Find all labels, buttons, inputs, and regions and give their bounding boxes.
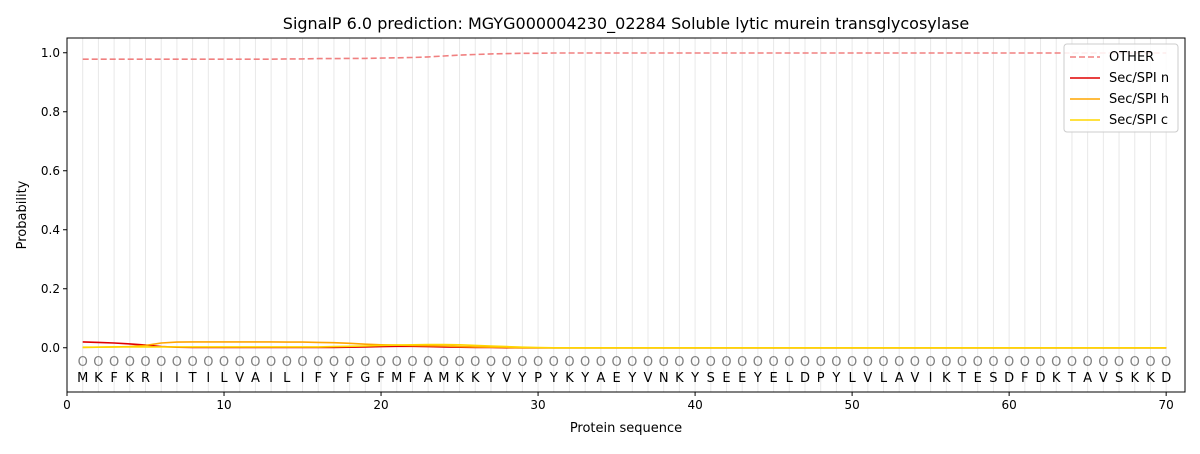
residue-state-label: O: [768, 355, 778, 370]
legend-label: Sec/SPI h: [1109, 92, 1169, 107]
residue-state-label: O: [392, 355, 402, 370]
x-tick-label: 0: [63, 398, 71, 412]
residue-state-label: O: [988, 355, 998, 370]
residue-state-label: O: [1020, 355, 1030, 370]
residue-state-label: O: [439, 355, 449, 370]
residue-state-label: O: [140, 355, 150, 370]
residue-state-label: O: [297, 355, 307, 370]
residue-state-label: O: [156, 355, 166, 370]
residue-state-label: O: [690, 355, 700, 370]
residue-state-label: O: [109, 355, 119, 370]
residue-state-label: O: [219, 355, 229, 370]
residue-state-label: O: [721, 355, 731, 370]
residue-state-label: O: [407, 355, 417, 370]
residue-state-label: O: [659, 355, 669, 370]
y-tick-label: 0.0: [41, 341, 60, 355]
residue-state-label: O: [643, 355, 653, 370]
residue-state-label: O: [502, 355, 512, 370]
residue-state-label: O: [1098, 355, 1108, 370]
residue-state-label: O: [706, 355, 716, 370]
x-tick-label: 20: [373, 398, 388, 412]
residue-state-label: O: [93, 355, 103, 370]
residue-state-label: O: [1067, 355, 1077, 370]
residue-state-label: O: [423, 355, 433, 370]
residue-state-label: O: [894, 355, 904, 370]
y-axis-label: Probability: [15, 180, 30, 249]
residue-state-label: O: [863, 355, 873, 370]
residue-state-label: O: [78, 355, 88, 370]
residue-state-label: O: [250, 355, 260, 370]
residue-state-label: O: [878, 355, 888, 370]
residue-state-label: O: [125, 355, 135, 370]
residue-sequence: MKFKRIITILVAILIFYFGFMFAMKKYVYPYKYAEYVNKY…: [77, 371, 1171, 386]
residue-state-label: O: [784, 355, 794, 370]
residue-state-label: O: [486, 355, 496, 370]
y-tick-label: 0.2: [41, 282, 60, 296]
legend-label: Sec/SPI n: [1109, 71, 1169, 86]
residue-state-label: O: [564, 355, 574, 370]
residue-state-label: O: [1004, 355, 1014, 370]
legend-label: Sec/SPI c: [1109, 113, 1168, 128]
x-tick-label: 10: [216, 398, 231, 412]
residue-state-label: O: [580, 355, 590, 370]
legend-box: [1063, 43, 1179, 133]
y-tick-label: 0.6: [41, 164, 60, 178]
y-tick-label: 1.0: [41, 46, 60, 60]
chart-title: SignalP 6.0 prediction: MGYG000004230_02…: [283, 14, 969, 34]
residue-state-label: O: [674, 355, 684, 370]
residue-state-label: O: [1051, 355, 1061, 370]
x-tick-label: 40: [687, 398, 702, 412]
residue-state-label: O: [910, 355, 920, 370]
residue-state-label: O: [329, 355, 339, 370]
residue-state-label: O: [549, 355, 559, 370]
residue-state-label: O: [1130, 355, 1140, 370]
residue-state-label: O: [737, 355, 747, 370]
residue-state-label: O: [816, 355, 826, 370]
plot-frame: [66, 37, 1186, 393]
residue-state-label: O: [957, 355, 967, 370]
residue-state-label: O: [313, 355, 323, 370]
residue-state-label: O: [517, 355, 527, 370]
residue-state-label: O: [454, 355, 464, 370]
residue-state-label: O: [1035, 355, 1045, 370]
residue-state-label: O: [627, 355, 637, 370]
residue-state-label: O: [282, 355, 292, 370]
residue-state-label: O: [533, 355, 543, 370]
residue-state-label: O: [1114, 355, 1124, 370]
residue-state-label: O: [1145, 355, 1155, 370]
residue-state-label: O: [235, 355, 245, 370]
x-tick-label: 30: [530, 398, 545, 412]
x-tick-label: 70: [1159, 398, 1174, 412]
residue-state-label: O: [172, 355, 182, 370]
residue-state-label: O: [470, 355, 480, 370]
residue-state-label: O: [831, 355, 841, 370]
y-tick-label: 0.4: [41, 223, 60, 237]
x-tick-label: 60: [1001, 398, 1016, 412]
residue-state-label: O: [926, 355, 936, 370]
residue-state-label: O: [188, 355, 198, 370]
residue-state-label: O: [345, 355, 355, 370]
y-tick-label: 0.8: [41, 105, 60, 119]
residue-state-label: O: [941, 355, 951, 370]
series-line-sec-spi-c: [82, 343, 1167, 349]
residue-state-label: O: [847, 355, 857, 370]
residue-state-label: O: [203, 355, 213, 370]
x-tick-label: 50: [844, 398, 859, 412]
residue-state-label: O: [753, 355, 763, 370]
legend-label: OTHER: [1109, 50, 1154, 65]
x-axis-label: Protein sequence: [570, 421, 682, 436]
residue-state-label: O: [596, 355, 606, 370]
residue-state-label: O: [973, 355, 983, 370]
residue-state-label: O: [266, 355, 276, 370]
series-line-other: [82, 52, 1167, 60]
residue-state-label: O: [360, 355, 370, 370]
residue-state-label: O: [376, 355, 386, 370]
residue-state-label: O: [1161, 355, 1171, 370]
residue-state-label: O: [611, 355, 621, 370]
residue-state-label: O: [1083, 355, 1093, 370]
residue-state-label: O: [800, 355, 810, 370]
